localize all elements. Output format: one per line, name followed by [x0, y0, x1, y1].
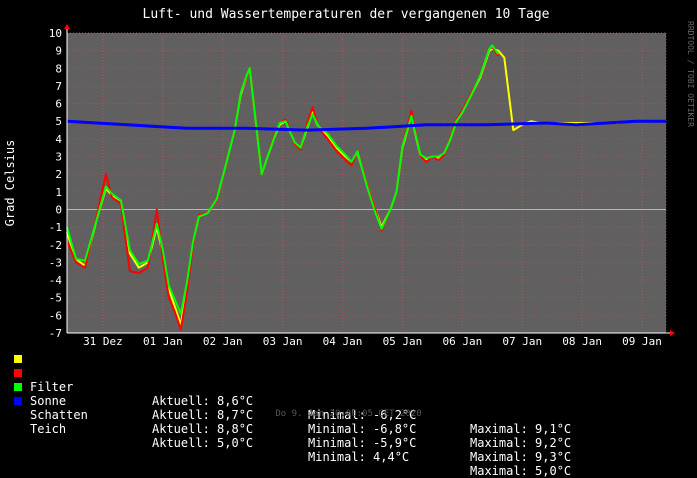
legend-swatch: [14, 383, 22, 391]
legend-current: Aktuell: 8,8°C: [152, 422, 254, 436]
legend-minimal: Minimal: -6,2°C: [308, 408, 417, 422]
y-tick-label: -2: [49, 239, 62, 252]
series-line-filter: [66, 47, 619, 326]
legend-minimal: Minimal: -5,9°C: [308, 436, 417, 450]
legend-row-filter: Filter Aktuell: 8,6°C Minimal: -6,2°C Ma…: [0, 352, 697, 436]
x-tick-labels: 31 Dez 01 Jan 02 Jan 03 Jan 04 Jan 05 Jan 06 J…: [83, 335, 662, 348]
x-tick-label: 02 Jan: [203, 335, 243, 348]
y-tick-label: -1: [49, 221, 62, 234]
x-tick-label: 06 Jan: [442, 335, 482, 348]
y-tick-label: -6: [49, 309, 62, 322]
legend-swatch: [14, 397, 22, 405]
y-axis-label: Grad Celsius: [3, 140, 17, 227]
legend-name: Filter: [30, 380, 74, 394]
x-tick-label: 09 Jan: [622, 335, 662, 348]
legend-maximal: Maximal: 9,2°C: [470, 436, 572, 450]
x-axis-arrow: [670, 330, 675, 336]
x-tick-label: 01 Jan: [143, 335, 183, 348]
legend-swatch: [14, 355, 22, 363]
legend-maximal: Maximal: 5,0°C: [470, 464, 572, 478]
y-tick-label: -4: [49, 274, 63, 287]
legend-minimal: Minimal: 4,4°C: [308, 450, 410, 464]
series-line-teich: [66, 119, 666, 132]
temperature-chart: Luft- und Wassertemperaturen der vergang…: [3, 7, 695, 348]
legend-current: Aktuell: 8,7°C: [152, 408, 254, 422]
legend-name: Schatten: [30, 408, 88, 422]
y-tick-label: 9: [55, 45, 62, 58]
y-tick-label: -5: [49, 292, 62, 305]
x-tick-label: 08 Jan: [562, 335, 602, 348]
legend-current: Aktuell: 5,0°C: [152, 436, 254, 450]
y-tick-label: 2: [55, 168, 62, 181]
x-tick-label: 07 Jan: [502, 335, 542, 348]
legend-name: Teich: [30, 422, 67, 436]
y-tick-label: 0: [55, 203, 62, 216]
legend-name: Sonne: [30, 394, 67, 408]
legend-current: Aktuell: 8,6°C: [152, 394, 254, 408]
y-tick-label: 3: [55, 151, 62, 164]
legend-row-schatten: Schatten Aktuell: 8,8°C Minimal: -5,9°C …: [0, 380, 697, 464]
x-tick-label: 04 Jan: [323, 335, 363, 348]
y-tick-label: 6: [55, 98, 62, 111]
x-tick-label: 03 Jan: [263, 335, 303, 348]
y-tick-label: 4: [55, 133, 62, 146]
legend-row-sonne: Sonne Aktuell: 8,7°C Minimal: -6,8°C Max…: [0, 366, 697, 450]
y-tick-label: 7: [55, 80, 62, 93]
axes: [64, 24, 675, 336]
y-tick-label: 10: [49, 27, 62, 40]
legend-maximal: Maximal: 9,1°C: [470, 422, 572, 436]
x-tick-label: 05 Jan: [383, 335, 423, 348]
legend-minimal: Minimal: -6,8°C: [308, 422, 417, 436]
watermark: RRDTOOL / TOBI OETIKER: [686, 21, 695, 127]
series-lines: [66, 44, 666, 331]
legend-swatch: [14, 369, 22, 377]
y-tick-label: -7: [49, 327, 62, 340]
legend-row-teich: Teich Aktuell: 5,0°C Minimal: 4,4°C Maxi…: [0, 394, 697, 478]
y-tick-label: -3: [49, 256, 62, 269]
y-axis-arrow: [64, 24, 70, 29]
y-tick-label: 5: [55, 115, 62, 128]
y-tick-label: 8: [55, 62, 62, 75]
chart-title: Luft- und Wassertemperaturen der vergang…: [143, 7, 550, 22]
timestamp-footer: Do 9. Jan 20:00:05 CET 2020: [275, 409, 422, 419]
y-tick-label: 1: [55, 186, 62, 199]
x-tick-label: 31 Dez: [83, 335, 123, 348]
legend-maximal: Maximal: 9,3°C: [470, 450, 572, 464]
